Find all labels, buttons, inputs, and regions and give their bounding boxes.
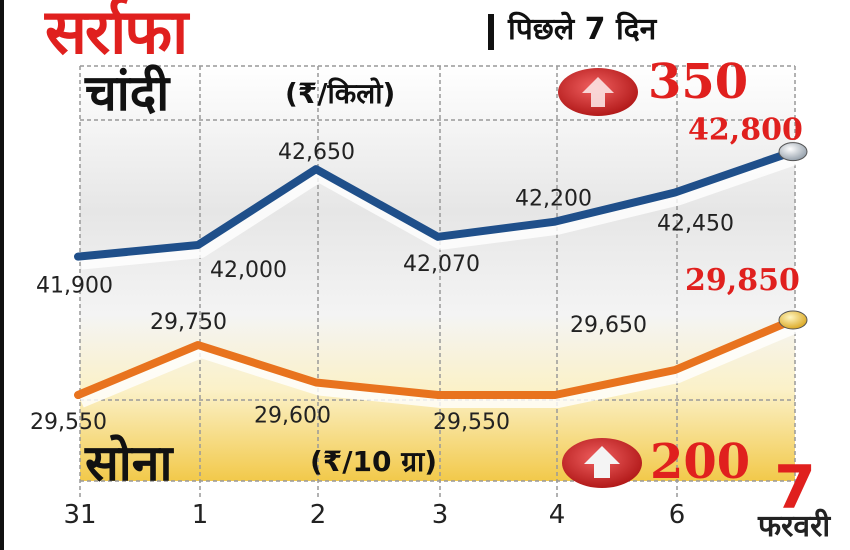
x-tick-label: 7: [774, 453, 816, 523]
silver-series-line: [74, 147, 797, 261]
silver-change: 350: [648, 54, 749, 110]
x-tick-label: 6: [669, 500, 686, 530]
left-border: [0, 0, 4, 550]
plot-background: [80, 66, 795, 481]
silver-data-label: 42,800: [688, 113, 803, 148]
x-tick-label: 4: [549, 500, 566, 530]
silver-data-label: 41,900: [36, 274, 113, 299]
silver-data-label: 42,650: [278, 140, 355, 165]
gold-end-marker: [778, 310, 808, 330]
month-label: फरवरी: [758, 509, 831, 544]
gold-data-label: 29,550: [30, 410, 107, 435]
silver-data-label: 42,070: [403, 252, 480, 277]
silver-up-arrow-icon: [558, 68, 638, 116]
series-line-shadow: [78, 319, 799, 408]
silver-data-label: 42,000: [210, 258, 287, 283]
gold-up-arrow-icon: [562, 438, 642, 488]
page-subtitle: पिछले 7 दिन: [508, 12, 657, 47]
silver-data-label: 42,450: [657, 212, 734, 237]
gold-title: सोना: [85, 434, 173, 492]
gold-data-label: 29,750: [150, 310, 227, 335]
gold-data-label: 29,600: [254, 404, 331, 429]
silver-data-label: 42,200: [515, 187, 592, 212]
gold-change: 200: [650, 434, 751, 490]
gold-series-line: [74, 316, 797, 399]
x-tick-label: 1: [192, 500, 209, 530]
silver-title: चांदी: [85, 64, 170, 122]
page-title: सर्राफा: [45, 0, 188, 68]
title-separator: [488, 14, 494, 50]
silver-unit: (₹/किलो): [285, 77, 396, 110]
gold-unit: (₹/10 ग्रा): [310, 445, 438, 478]
gold-data-label: 29,650: [570, 313, 647, 338]
gold-data-label: 29,550: [433, 410, 510, 435]
series-line-shadow: [80, 151, 799, 270]
x-tick-label: 31: [63, 500, 96, 530]
silver-end-marker: [778, 142, 808, 162]
gold-data-label: 29,850: [685, 263, 800, 298]
x-tick-label: 3: [432, 500, 449, 530]
x-tick-label: 2: [310, 500, 327, 530]
